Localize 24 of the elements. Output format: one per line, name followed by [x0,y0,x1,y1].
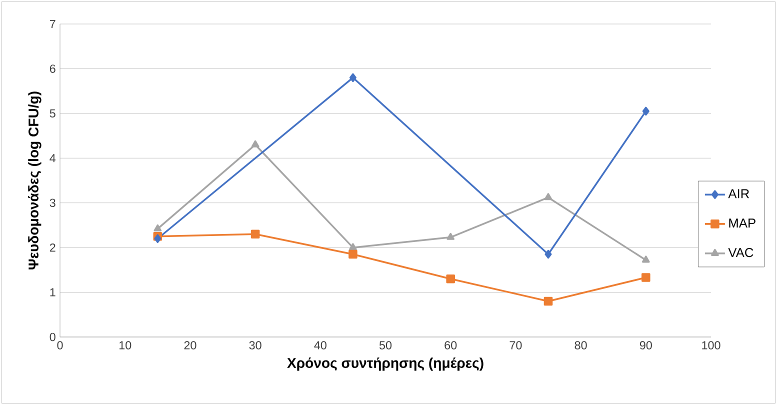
x-tick-label: 90 [640,341,652,350]
y-tick-label: 5 [50,109,56,118]
x-tick-label: 70 [510,341,522,350]
y-tick-label: 6 [50,64,56,73]
y-tick-label: 7 [50,20,56,28]
legend-label: MAP [729,218,756,228]
x-tick-label: 80 [574,341,587,350]
x-tick-label: 50 [379,341,392,350]
y-tick-label: 4 [50,154,56,162]
y-tick-label: 1 [50,288,56,296]
y-tick-label: 0 [50,332,56,342]
y-tick-label: 2 [50,243,56,252]
legend-label: VAC [728,248,754,258]
y-tick-label: 3 [50,198,56,207]
x-tick-label: 40 [314,341,326,350]
y-axis-title: Ψευδομονάδες (log CFU/g) [28,92,42,270]
x-axis-title: Χρόνος συντήρησης (ημέρες) [287,357,484,371]
x-tick-label: 20 [184,341,196,350]
x-tick-label: 100 [702,341,720,350]
x-tick-label: 60 [444,341,457,350]
x-tick-label: 0 [57,341,63,350]
x-tick-label: 30 [249,341,262,350]
legend-label: AIR [728,189,750,198]
x-tick-label: 10 [119,341,132,350]
